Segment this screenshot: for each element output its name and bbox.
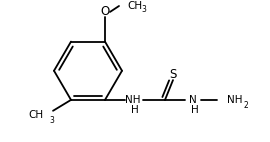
Text: CH: CH	[127, 1, 142, 11]
Text: N: N	[189, 95, 197, 105]
Text: NH: NH	[227, 95, 242, 105]
Text: 3: 3	[49, 116, 54, 125]
Text: 2: 2	[243, 101, 248, 110]
Text: H: H	[191, 105, 199, 115]
Text: CH: CH	[28, 110, 43, 120]
Text: 3: 3	[141, 5, 146, 14]
Text: NH: NH	[125, 95, 141, 105]
Text: H: H	[131, 105, 139, 115]
Text: S: S	[169, 68, 177, 81]
Text: O: O	[100, 5, 110, 18]
